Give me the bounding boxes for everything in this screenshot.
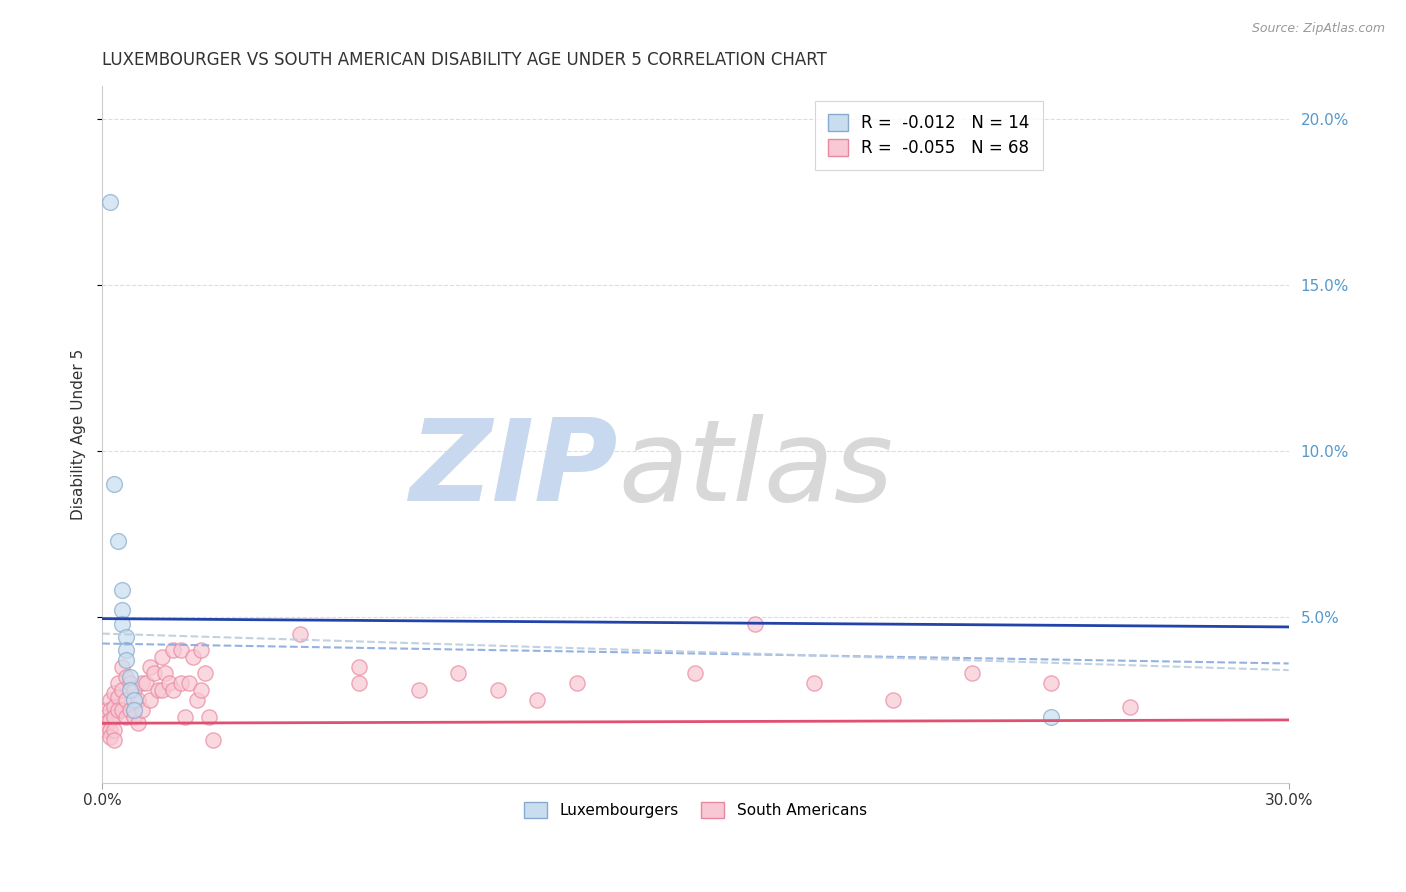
Point: [447, 666, 470, 681]
Point: [111, 703, 134, 717]
Point: [111, 603, 134, 617]
Text: LUXEMBOURGER VS SOUTH AMERICAN DISABILITY AGE UNDER 5 CORRELATION CHART: LUXEMBOURGER VS SOUTH AMERICAN DISABILIT…: [103, 51, 827, 69]
Point: [142, 666, 165, 681]
Point: [186, 693, 208, 707]
Point: [96, 703, 118, 717]
Point: [115, 630, 138, 644]
Point: [150, 683, 173, 698]
Point: [962, 666, 984, 681]
Point: [162, 643, 184, 657]
Point: [685, 666, 707, 681]
Point: [349, 676, 371, 690]
Point: [198, 709, 221, 723]
Point: [201, 732, 224, 747]
Point: [194, 666, 217, 681]
Point: [131, 703, 153, 717]
Point: [122, 693, 145, 707]
Point: [181, 649, 204, 664]
Point: [111, 660, 134, 674]
Point: [122, 709, 145, 723]
Legend: Luxembourgers, South Americans: Luxembourgers, South Americans: [517, 796, 873, 824]
Point: [111, 683, 134, 698]
Point: [96, 716, 118, 731]
Point: [190, 643, 212, 657]
Point: [115, 653, 138, 667]
Point: [111, 583, 134, 598]
Point: [349, 660, 371, 674]
Point: [118, 676, 141, 690]
Point: [138, 660, 160, 674]
Point: [107, 676, 129, 690]
Point: [170, 676, 193, 690]
Point: [122, 703, 145, 717]
Point: [170, 643, 193, 657]
Y-axis label: Disability Age Under 5: Disability Age Under 5: [72, 349, 86, 520]
Point: [115, 643, 138, 657]
Point: [107, 533, 129, 548]
Point: [1040, 676, 1063, 690]
Point: [565, 676, 588, 690]
Point: [127, 693, 149, 707]
Point: [159, 676, 181, 690]
Point: [131, 676, 153, 690]
Point: [1119, 699, 1142, 714]
Point: [288, 626, 311, 640]
Point: [98, 194, 121, 209]
Point: [179, 676, 201, 690]
Point: [118, 670, 141, 684]
Point: [115, 693, 138, 707]
Point: [744, 616, 766, 631]
Point: [115, 670, 138, 684]
Point: [103, 686, 125, 700]
Text: Source: ZipAtlas.com: Source: ZipAtlas.com: [1251, 22, 1385, 36]
Point: [98, 723, 121, 737]
Point: [103, 699, 125, 714]
Point: [162, 683, 184, 698]
Point: [98, 703, 121, 717]
Point: [118, 703, 141, 717]
Point: [127, 716, 149, 731]
Text: atlas: atlas: [619, 414, 893, 524]
Point: [103, 709, 125, 723]
Point: [882, 693, 904, 707]
Point: [103, 732, 125, 747]
Point: [103, 723, 125, 737]
Point: [118, 683, 141, 698]
Point: [98, 693, 121, 707]
Point: [96, 723, 118, 737]
Point: [1040, 709, 1063, 723]
Point: [146, 683, 169, 698]
Point: [526, 693, 548, 707]
Point: [96, 709, 118, 723]
Point: [135, 676, 157, 690]
Point: [107, 703, 129, 717]
Point: [150, 649, 173, 664]
Point: [107, 690, 129, 704]
Point: [408, 683, 430, 698]
Point: [111, 616, 134, 631]
Point: [98, 730, 121, 744]
Point: [190, 683, 212, 698]
Point: [803, 676, 825, 690]
Text: ZIP: ZIP: [409, 414, 619, 524]
Point: [115, 709, 138, 723]
Point: [98, 713, 121, 727]
Point: [138, 693, 160, 707]
Point: [174, 709, 197, 723]
Point: [155, 666, 177, 681]
Point: [122, 683, 145, 698]
Point: [486, 683, 509, 698]
Point: [103, 477, 125, 491]
